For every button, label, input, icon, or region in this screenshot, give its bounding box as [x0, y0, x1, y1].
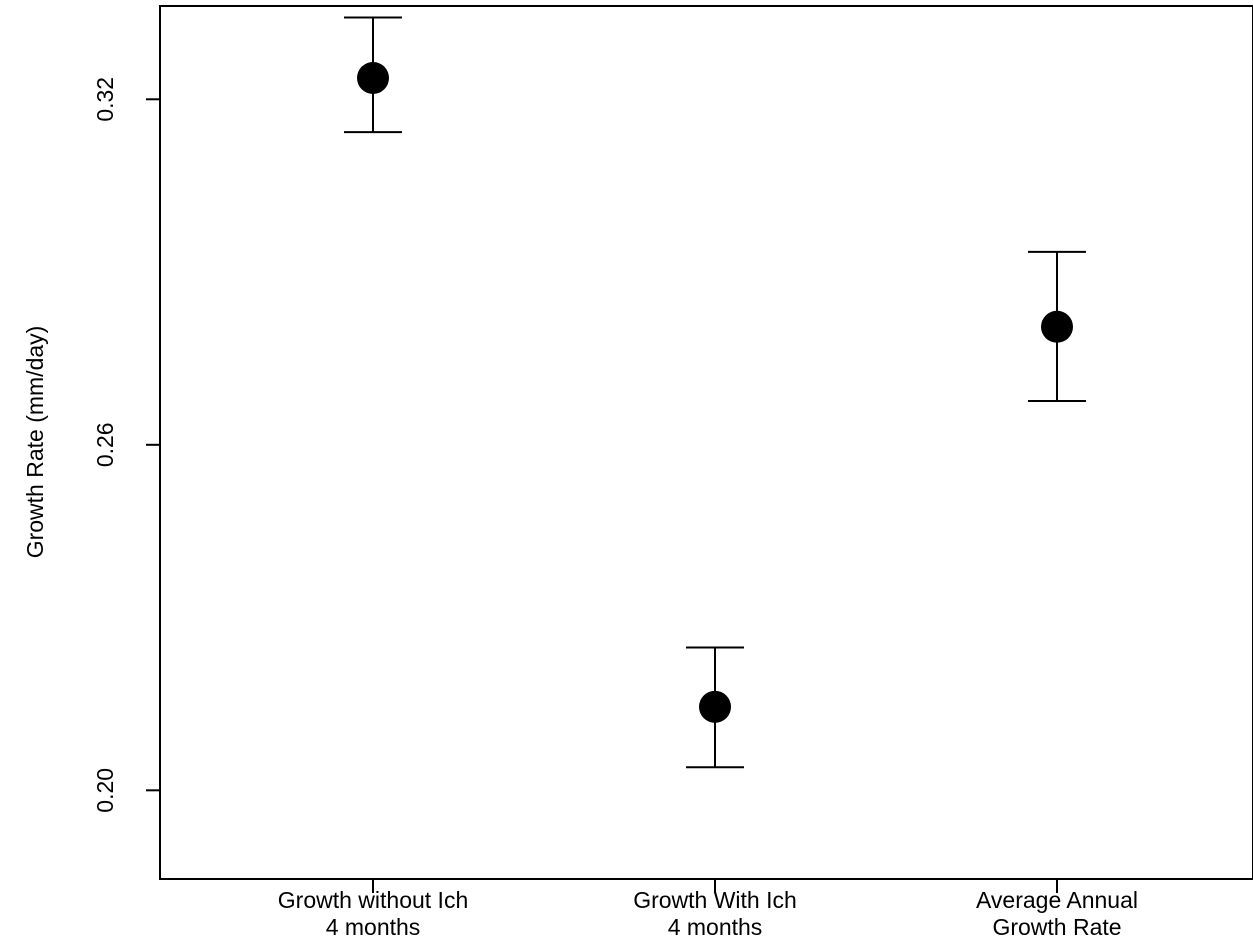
x-tick-label: Growth With Ich [633, 887, 797, 913]
data-point [357, 61, 389, 94]
error-bars [344, 16, 1086, 769]
x-tick-label: Growth without Ich [278, 887, 468, 913]
y-tick-label: 0.26 [92, 422, 118, 467]
plot-frame [159, 5, 1253, 880]
data-points [357, 61, 1073, 723]
x-tick-label: Average Annual [976, 887, 1138, 913]
y-ticks: 0.20 0.26 0.32 [92, 77, 160, 813]
data-point [1041, 310, 1073, 343]
y-tick-label: 0.20 [92, 768, 118, 813]
x-tick-label: Growth Rate [992, 914, 1121, 940]
x-tick-label: 4 months [326, 914, 421, 940]
y-axis-title: Growth Rate (mm/day) [22, 326, 48, 559]
x-tick-label: 4 months [668, 914, 763, 940]
y-tick-label: 0.32 [92, 77, 118, 122]
data-point [699, 690, 731, 723]
